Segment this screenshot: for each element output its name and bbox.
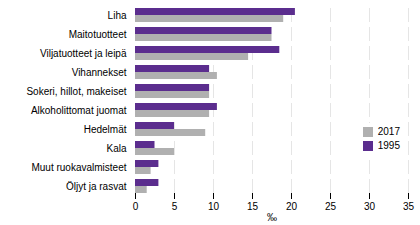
svg-text:Viljatuotteet ja leipä: Viljatuotteet ja leipä (40, 48, 127, 59)
html-text:1995: 1995 (377, 140, 400, 151)
svg-text:Maitotuotteet: Maitotuotteet (69, 29, 127, 40)
svg-text:Kala: Kala (106, 143, 126, 154)
svg-text:5: 5 (172, 201, 178, 212)
svg-text:Vihannekset: Vihannekset (72, 67, 127, 78)
svg-text:‰: ‰ (267, 212, 277, 223)
svg-text:Öljyt ja rasvat: Öljyt ja rasvat (66, 181, 127, 192)
svg-text:Liha: Liha (108, 10, 127, 21)
svg-text:30: 30 (364, 201, 376, 212)
svg-text:10: 10 (208, 201, 220, 212)
svg-text:Alkoholittomat juomat: Alkoholittomat juomat (31, 105, 127, 116)
svg-text:20: 20 (286, 201, 298, 212)
svg-text:35: 35 (403, 201, 415, 212)
svg-text:25: 25 (325, 201, 337, 212)
svg-text:Muut ruokavalmisteet: Muut ruokavalmisteet (31, 162, 126, 173)
svg-text:Hedelmät: Hedelmät (84, 124, 127, 135)
svg-text:15: 15 (247, 201, 259, 212)
html-text:2017: 2017 (377, 126, 400, 137)
svg-text:Sokeri, hillot, makeiset: Sokeri, hillot, makeiset (26, 86, 126, 97)
svg-text:0: 0 (133, 201, 139, 212)
